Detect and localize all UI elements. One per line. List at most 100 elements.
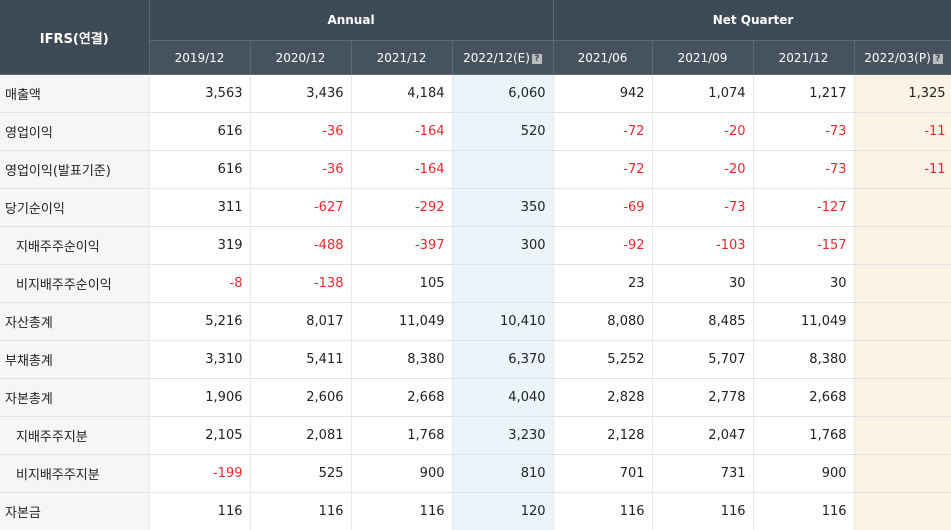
value-cell: 2,105 [149,417,250,455]
value-cell: -397 [351,227,452,265]
value-cell: 520 [452,113,553,151]
period-header: 2021/12 [753,41,854,75]
value-cell: 1,906 [149,379,250,417]
period-header: 2021/06 [553,41,652,75]
value-cell [854,455,951,493]
period-header: 2021/09 [652,41,753,75]
value-cell: -103 [652,227,753,265]
value-cell: -488 [250,227,351,265]
value-cell: 5,216 [149,303,250,341]
value-cell: 120 [452,493,553,530]
period-label: 2022/03(P) [864,51,930,65]
value-cell: 8,380 [351,341,452,379]
row-label: 매출액 [0,75,149,113]
value-cell: 105 [351,265,452,303]
value-cell: 30 [652,265,753,303]
header-group-row: IFRS(연결) Annual Net Quarter [0,0,951,41]
value-cell: 116 [250,493,351,530]
row-label: 비지배주주순이익 [0,265,149,303]
value-cell: 6,060 [452,75,553,113]
value-cell: 11,049 [753,303,854,341]
value-cell: -72 [553,113,652,151]
accounting-standard-header: IFRS(연결) [0,0,149,75]
table-row: 영업이익(발표기준)616-36-164-72-20-73-11 [0,151,951,189]
value-cell [854,379,951,417]
period-header: 2021/12 [351,41,452,75]
value-cell: 3,230 [452,417,553,455]
value-cell [854,417,951,455]
value-cell [452,265,553,303]
value-cell: -11 [854,113,951,151]
net-quarter-group-header: Net Quarter [553,0,951,41]
value-cell: 4,184 [351,75,452,113]
period-label: 2019/12 [175,51,225,65]
value-cell: -138 [250,265,351,303]
value-cell: 116 [149,493,250,530]
row-label: 지배주주지분 [0,417,149,455]
value-cell: 5,252 [553,341,652,379]
value-cell: 5,707 [652,341,753,379]
value-cell: 30 [753,265,854,303]
value-cell: 116 [553,493,652,530]
help-icon[interactable]: ? [933,54,943,64]
value-cell: 8,017 [250,303,351,341]
value-cell: 2,828 [553,379,652,417]
value-cell: 810 [452,455,553,493]
value-cell: 11,049 [351,303,452,341]
value-cell: 900 [351,455,452,493]
row-label: 영업이익 [0,113,149,151]
row-label: 자본금 [0,493,149,530]
value-cell: -627 [250,189,351,227]
value-cell [854,227,951,265]
value-cell: -73 [753,113,854,151]
value-cell: 3,436 [250,75,351,113]
value-cell: 116 [753,493,854,530]
value-cell: -20 [652,151,753,189]
value-cell: -127 [753,189,854,227]
period-label: 2021/06 [578,51,628,65]
period-label: 2021/12 [779,51,829,65]
value-cell: 2,668 [753,379,854,417]
value-cell: 616 [149,113,250,151]
value-cell: 311 [149,189,250,227]
period-label: 2021/09 [678,51,728,65]
row-label: 당기순이익 [0,189,149,227]
value-cell: -69 [553,189,652,227]
value-cell: -36 [250,151,351,189]
value-cell: -11 [854,151,951,189]
annual-group-header: Annual [149,0,553,41]
value-cell: 5,411 [250,341,351,379]
period-label: 2021/12 [377,51,427,65]
help-icon[interactable]: ? [532,54,542,64]
value-cell: -292 [351,189,452,227]
period-header: 2020/12 [250,41,351,75]
value-cell: 1,768 [753,417,854,455]
value-cell: 10,410 [452,303,553,341]
value-cell: 8,380 [753,341,854,379]
value-cell: 3,310 [149,341,250,379]
value-cell: 731 [652,455,753,493]
value-cell: 2,668 [351,379,452,417]
value-cell: 2,606 [250,379,351,417]
value-cell: 4,040 [452,379,553,417]
value-cell: -8 [149,265,250,303]
row-label: 자본총계 [0,379,149,417]
value-cell: 319 [149,227,250,265]
row-label: 자산총계 [0,303,149,341]
value-cell: -73 [652,189,753,227]
value-cell: 1,768 [351,417,452,455]
value-cell [452,151,553,189]
value-cell [854,341,951,379]
value-cell [854,303,951,341]
value-cell: 1,325 [854,75,951,113]
period-header: 2019/12 [149,41,250,75]
